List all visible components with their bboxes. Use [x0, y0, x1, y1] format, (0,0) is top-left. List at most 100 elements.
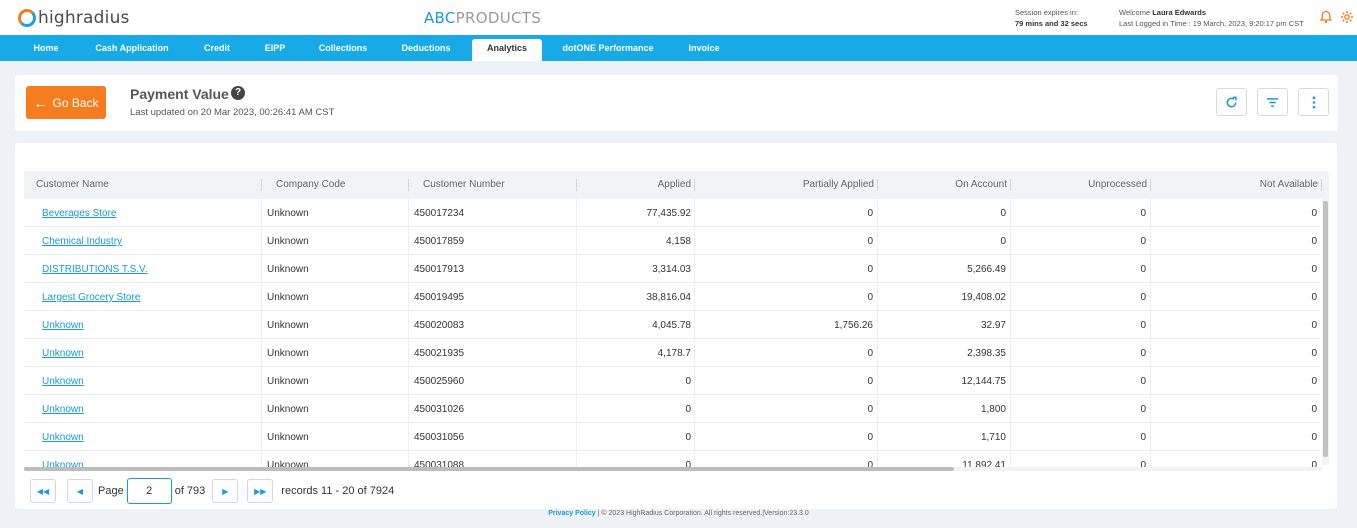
help-icon[interactable]: ?: [231, 86, 245, 100]
arrow-left-icon: ←: [33, 94, 48, 111]
session-label: Session expires in:: [1015, 8, 1078, 17]
col-unprocessed[interactable]: Unprocessed: [1088, 179, 1147, 190]
bell-icon[interactable]: [1319, 10, 1333, 24]
cell-partially-applied: 0: [867, 460, 873, 469]
table-body: Beverages Store Unknown 450017234 77,435.92…: [24, 199, 1320, 469]
cell-customer-name[interactable]: Unknown: [42, 460, 84, 469]
nav-invoice[interactable]: Invoice: [688, 43, 720, 53]
cell-unprocessed: 0: [1140, 348, 1146, 359]
cell-company-code: Unknown: [267, 432, 309, 443]
cell-applied: 4,178.7: [657, 348, 691, 359]
highradius-logo[interactable]: highradius: [18, 7, 130, 29]
cell-customer-name[interactable]: Largest Grocery Store: [42, 292, 141, 303]
cell-customer-number: 450021935: [414, 348, 465, 359]
cell-company-code: Unknown: [267, 320, 309, 331]
nav-home[interactable]: Home: [33, 43, 59, 53]
last-updated: Last updated on 20 Mar 2023, 00:26:41 AM…: [130, 107, 335, 118]
go-back-button[interactable]: ← Go Back: [26, 86, 106, 119]
nav-analytics[interactable]: Analytics: [472, 39, 542, 61]
cell-partially-applied: 0: [867, 348, 873, 359]
table-row: DISTRIBUTIONS T.S.V. Unknown 450017913 3,31…: [24, 255, 1320, 283]
horizontal-scrollbar[interactable]: [24, 467, 1322, 471]
cell-on-account: 5,266.49: [967, 264, 1006, 275]
session-info: Session expires in: 79 mins and 32 secs: [1015, 7, 1088, 29]
prev-page-button[interactable]: ◀: [67, 479, 93, 503]
col-on-account[interactable]: On Account: [955, 179, 1007, 190]
cell-on-account: 0: [1000, 208, 1006, 219]
cell-on-account: 0: [1000, 236, 1006, 247]
last-page-button[interactable]: ▶▶: [247, 479, 274, 503]
cell-customer-name[interactable]: Unknown: [42, 320, 84, 331]
refresh-button[interactable]: [1216, 88, 1247, 116]
cell-on-account: 12,144.75: [961, 376, 1007, 387]
cell-unprocessed: 0: [1140, 376, 1146, 387]
cell-customer-name[interactable]: Unknown: [42, 376, 84, 387]
cell-applied: 0: [685, 404, 691, 415]
table-row: Unknown Unknown 450020083 4,045.78 1,756.26 3…: [24, 311, 1320, 339]
logo-icon: [18, 9, 36, 27]
cell-applied: 0: [685, 432, 691, 443]
product-name: ABCPRODUCTS: [424, 9, 541, 27]
cell-customer-name[interactable]: Unknown: [42, 432, 84, 443]
product-prefix: ABC: [424, 9, 456, 27]
footer: Privacy Policy | © 2023 HighRadius Corpo…: [0, 510, 1357, 517]
cell-customer-name[interactable]: DISTRIBUTIONS T.S.V.: [42, 264, 148, 275]
records-range: records 11 - 20 of 7924: [281, 485, 395, 497]
next-page-button[interactable]: ▶: [212, 479, 239, 503]
cell-company-code: Unknown: [267, 292, 309, 303]
nav-collections[interactable]: Collections: [318, 43, 368, 53]
cell-partially-applied: 0: [867, 208, 873, 219]
col-partially-applied[interactable]: Partially Applied: [802, 179, 874, 190]
table-row: Unknown Unknown 450021935 4,178.7 0 2,398.35 0…: [24, 339, 1320, 367]
cell-customer-number: 450031056: [414, 432, 465, 443]
first-page-button[interactable]: ◀◀: [30, 479, 56, 503]
nav-deductions[interactable]: Deductions: [401, 43, 451, 53]
page-total: of 793: [174, 485, 206, 497]
filter-button[interactable]: [1257, 88, 1288, 116]
col-company-code[interactable]: Company Code: [276, 179, 346, 190]
cell-unprocessed: 0: [1140, 264, 1146, 275]
cell-not-available: 0: [1311, 236, 1317, 247]
cell-applied: 0: [685, 376, 691, 387]
col-not-available[interactable]: Not Available: [1259, 179, 1318, 190]
nav-dotone-performance[interactable]: dotONE Performance: [562, 43, 654, 53]
table-row: Beverages Store Unknown 450017234 77,435.92…: [24, 199, 1320, 227]
table-header: Customer Name Company Code Customer Numb…: [24, 171, 1329, 199]
session-value: 79 mins and 32 secs: [1015, 19, 1088, 28]
nav-cash-application[interactable]: Cash Application: [95, 43, 169, 53]
cell-unprocessed: 0: [1140, 292, 1146, 303]
cell-not-available: 0: [1311, 320, 1317, 331]
nav-credit[interactable]: Credit: [203, 43, 230, 53]
page-number-input[interactable]: [126, 478, 172, 504]
table-row: Largest Grocery Store Unknown 450019495 38,…: [24, 283, 1320, 311]
cell-on-account: 32.97: [980, 320, 1006, 331]
col-customer-number[interactable]: Customer Number: [423, 179, 505, 190]
cell-unprocessed: 0: [1140, 320, 1146, 331]
cell-not-available: 0: [1311, 264, 1317, 275]
data-table-card: Customer Name Company Code Customer Numb…: [15, 143, 1337, 509]
more-options-button[interactable]: [1298, 88, 1329, 116]
gear-icon[interactable]: [1340, 10, 1354, 24]
cell-partially-applied: 1,756.26: [834, 320, 873, 331]
cell-partially-applied: 0: [867, 264, 873, 275]
cell-customer-name[interactable]: Unknown: [42, 348, 84, 359]
table-row: Unknown Unknown 450031056 0 0 1,710 0 0: [24, 423, 1320, 451]
cell-applied: 3,314.03: [652, 264, 691, 275]
cell-unprocessed: 0: [1140, 432, 1146, 443]
cell-customer-name[interactable]: Unknown: [42, 404, 84, 415]
col-customer-name[interactable]: Customer Name: [36, 179, 109, 190]
cell-company-code: Unknown: [267, 264, 309, 275]
cell-customer-number: 450017859: [414, 236, 465, 247]
nav-eipp[interactable]: EIPP: [264, 43, 286, 53]
privacy-policy-link[interactable]: Privacy Policy: [548, 510, 596, 517]
col-applied[interactable]: Applied: [657, 179, 691, 190]
main-nav: Home Cash Application Credit EIPP Collec…: [0, 35, 1357, 61]
cell-customer-number: 450031026: [414, 404, 465, 415]
cell-applied: 0: [685, 460, 691, 469]
cell-customer-name[interactable]: Beverages Store: [42, 208, 117, 219]
cell-customer-number: 450031088: [414, 460, 465, 469]
vertical-scrollbar[interactable]: [1322, 199, 1329, 465]
cell-on-account: 19,408.02: [961, 292, 1007, 303]
cell-not-available: 0: [1311, 376, 1317, 387]
cell-customer-name[interactable]: Chemical Industry: [42, 236, 123, 247]
